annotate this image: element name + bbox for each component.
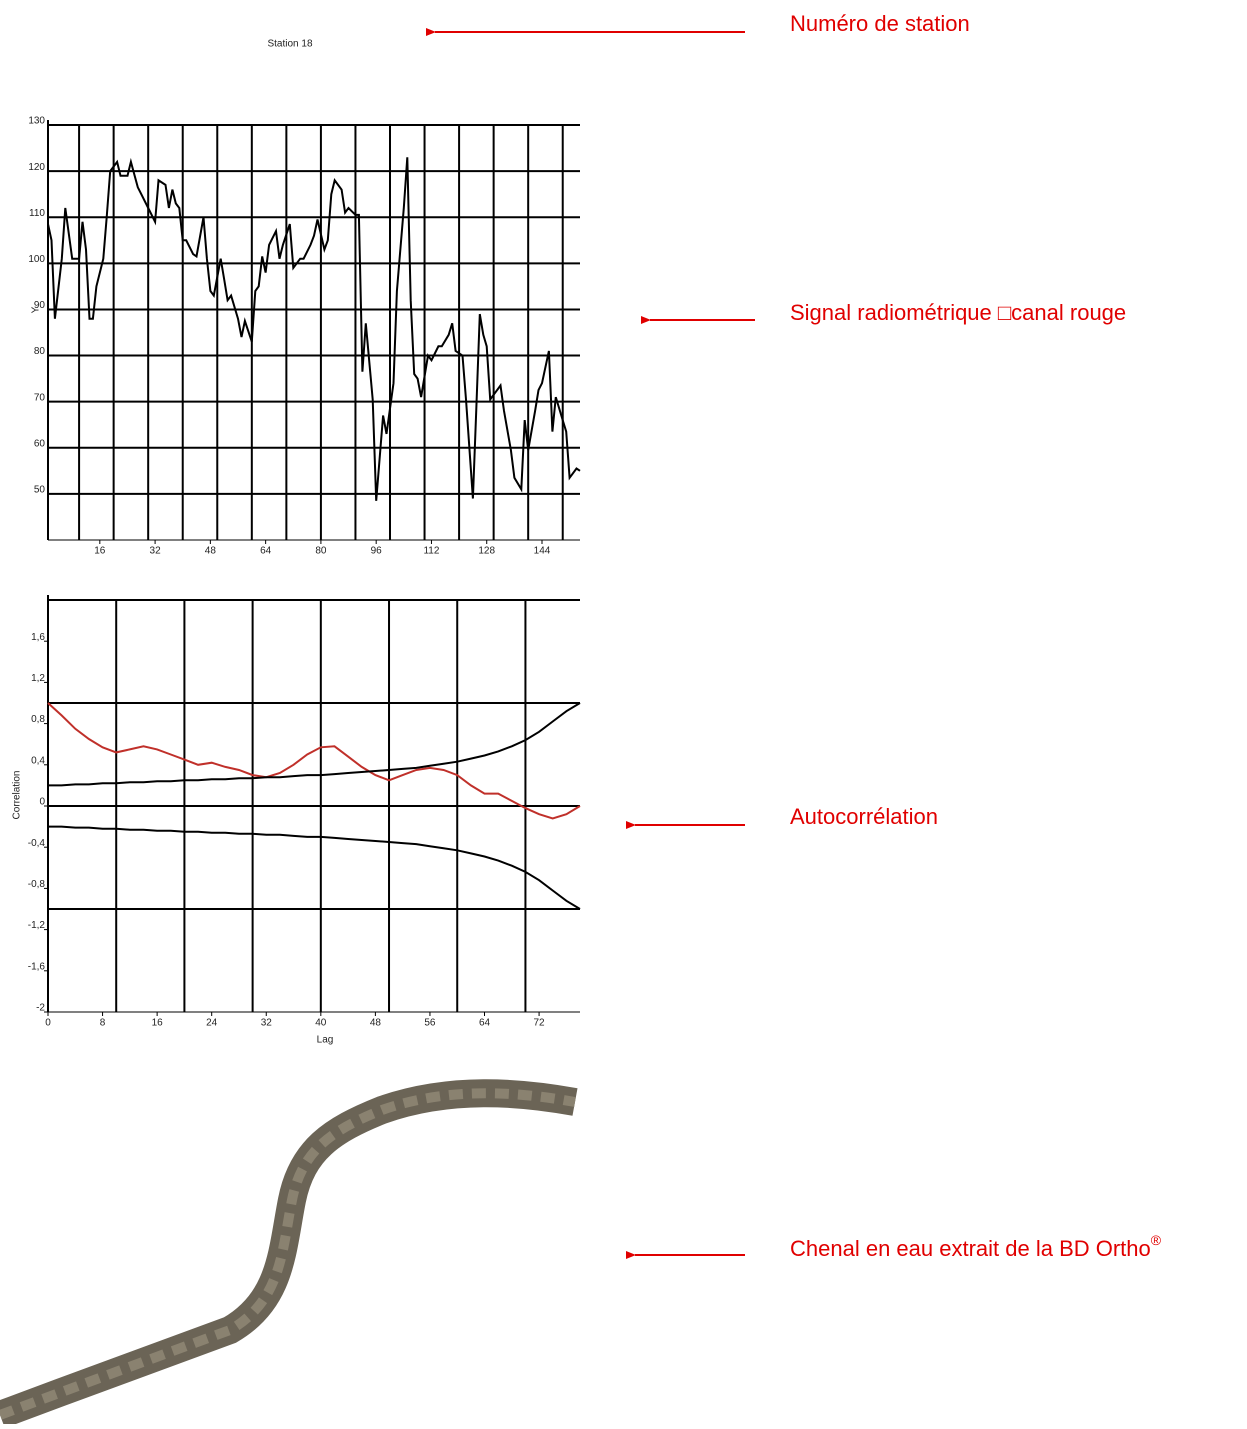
y-tick-label: -0,4 <box>28 838 46 849</box>
x-axis-label: Lag <box>317 1035 334 1046</box>
x-tick-label: 80 <box>315 546 327 557</box>
annotation: Numéro de station <box>790 11 970 36</box>
y-tick-label: 80 <box>34 346 46 357</box>
x-tick-label: 56 <box>424 1018 436 1029</box>
y-tick-label: 0 <box>39 797 45 808</box>
y-tick-label: 110 <box>29 208 45 219</box>
y-axis-label: Correlation <box>12 771 23 820</box>
data-line <box>47 157 581 501</box>
annotation-sup: ® <box>1151 1232 1162 1248</box>
x-tick-label: 0 <box>45 1018 51 1029</box>
y-tick-label: 90 <box>34 300 46 311</box>
annotation-text: Chenal en eau extrait de la BD Ortho <box>790 1236 1151 1261</box>
y-tick-label: -2 <box>36 1003 45 1014</box>
y-axis-label: Y <box>31 306 42 313</box>
x-tick-label: 48 <box>370 1018 382 1029</box>
y-tick-label: 0,8 <box>31 714 45 725</box>
data-line <box>48 702 581 787</box>
annotation: Autocorrélation <box>790 804 938 829</box>
x-tick-label: 40 <box>315 1018 327 1029</box>
y-tick-label: 1,6 <box>31 632 45 643</box>
y-tick-label: 50 <box>34 485 46 496</box>
y-tick-label: 60 <box>34 438 46 449</box>
x-tick-label: 48 <box>205 546 217 557</box>
y-tick-label: -1,2 <box>28 920 46 931</box>
y-tick-label: 120 <box>28 162 45 173</box>
y-tick-label: 100 <box>28 254 45 265</box>
x-tick-label: 8 <box>100 1018 106 1029</box>
aerial-channel <box>0 1079 578 1429</box>
y-tick-label: -1,6 <box>28 961 46 972</box>
x-tick-label: 72 <box>534 1018 546 1029</box>
y-tick-label: 70 <box>34 392 46 403</box>
annotation: Chenal en eau extrait de la BD Ortho® <box>790 1232 1162 1261</box>
y-tick-label: -0,8 <box>28 879 46 890</box>
x-tick-label: 112 <box>423 546 439 557</box>
chart-title: Station 18 <box>267 39 312 50</box>
x-tick-label: 64 <box>479 1018 491 1029</box>
x-tick-label: 24 <box>206 1018 218 1029</box>
x-tick-label: 32 <box>261 1018 273 1029</box>
y-tick-label: 1,2 <box>31 673 45 684</box>
x-tick-label: 96 <box>371 546 383 557</box>
data-line <box>47 702 581 820</box>
annotation: Signal radiométrique □canal rouge <box>790 300 1126 325</box>
x-tick-label: 16 <box>94 546 106 557</box>
x-tick-label: 144 <box>534 546 551 557</box>
x-tick-label: 128 <box>478 546 495 557</box>
x-tick-label: 64 <box>260 546 272 557</box>
x-tick-label: 16 <box>152 1018 164 1029</box>
x-tick-label: 32 <box>150 546 162 557</box>
y-tick-label: 130 <box>28 116 45 127</box>
data-line <box>48 825 581 910</box>
aerial-texture <box>0 1088 576 1420</box>
y-tick-label: 0,4 <box>31 755 45 766</box>
